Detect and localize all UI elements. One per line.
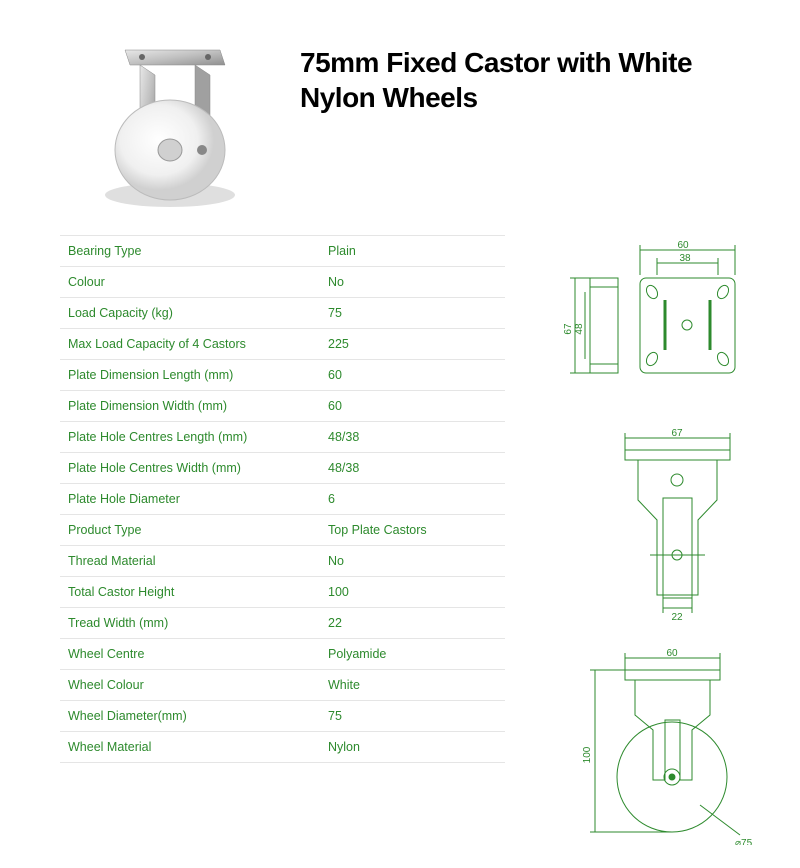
technical-diagrams: 60 38 67 48 — [535, 235, 765, 845]
spec-label: Plate Hole Diameter — [68, 492, 328, 506]
spec-row: Plate Dimension Width (mm)60 — [60, 390, 505, 421]
spec-label: Wheel Diameter(mm) — [68, 709, 328, 723]
spec-label: Colour — [68, 275, 328, 289]
spec-row: Wheel Diameter(mm)75 — [60, 700, 505, 731]
spec-value: 22 — [328, 616, 342, 630]
svg-text:⌀75: ⌀75 — [735, 838, 753, 845]
spec-row: Tread Width (mm)22 — [60, 607, 505, 638]
spec-value: White — [328, 678, 360, 692]
svg-text:67: 67 — [563, 323, 574, 335]
spec-value: Plain — [328, 244, 356, 258]
spec-table: Bearing TypePlainColourNoLoad Capacity (… — [60, 235, 505, 763]
spec-value: 75 — [328, 709, 342, 723]
spec-label: Plate Dimension Length (mm) — [68, 368, 328, 382]
spec-row: Wheel CentrePolyamide — [60, 638, 505, 669]
spec-value: No — [328, 554, 344, 568]
spec-row: Plate Hole Centres Length (mm)48/38 — [60, 421, 505, 452]
spec-value: Nylon — [328, 740, 360, 754]
spec-value: No — [328, 275, 344, 289]
spec-row: ColourNo — [60, 266, 505, 297]
spec-row: Plate Dimension Length (mm)60 — [60, 359, 505, 390]
spec-value: 225 — [328, 337, 349, 351]
product-title: 75mm Fixed Castor with White Nylon Wheel… — [300, 45, 770, 115]
spec-label: Wheel Centre — [68, 647, 328, 661]
spec-label: Thread Material — [68, 554, 328, 568]
spec-label: Plate Hole Centres Width (mm) — [68, 461, 328, 475]
svg-text:48: 48 — [574, 323, 585, 335]
spec-value: 60 — [328, 368, 342, 382]
spec-value: Polyamide — [328, 647, 386, 661]
spec-label: Wheel Material — [68, 740, 328, 754]
svg-text:60: 60 — [677, 240, 689, 251]
spec-value: 6 — [328, 492, 335, 506]
spec-row: Thread MaterialNo — [60, 545, 505, 576]
spec-row: Bearing TypePlain — [60, 235, 505, 266]
svg-text:100: 100 — [582, 746, 593, 763]
spec-label: Max Load Capacity of 4 Castors — [68, 337, 328, 351]
svg-text:67: 67 — [671, 428, 683, 439]
svg-text:38: 38 — [679, 253, 691, 264]
spec-label: Product Type — [68, 523, 328, 537]
spec-row: Wheel ColourWhite — [60, 669, 505, 700]
spec-value: 60 — [328, 399, 342, 413]
spec-label: Total Castor Height — [68, 585, 328, 599]
spec-row: Load Capacity (kg)75 — [60, 297, 505, 328]
spec-label: Tread Width (mm) — [68, 616, 328, 630]
spec-value: 48/38 — [328, 430, 359, 444]
spec-row: Wheel MaterialNylon — [60, 731, 505, 763]
spec-row: Max Load Capacity of 4 Castors225 — [60, 328, 505, 359]
svg-text:22: 22 — [671, 612, 683, 623]
spec-label: Wheel Colour — [68, 678, 328, 692]
spec-row: Plate Hole Diameter6 — [60, 483, 505, 514]
spec-value: 75 — [328, 306, 342, 320]
spec-label: Plate Hole Centres Length (mm) — [68, 430, 328, 444]
spec-label: Bearing Type — [68, 244, 328, 258]
product-image — [70, 20, 270, 220]
spec-label: Plate Dimension Width (mm) — [68, 399, 328, 413]
spec-row: Total Castor Height100 — [60, 576, 505, 607]
spec-value: 100 — [328, 585, 349, 599]
spec-row: Plate Hole Centres Width (mm)48/38 — [60, 452, 505, 483]
spec-label: Load Capacity (kg) — [68, 306, 328, 320]
spec-row: Product TypeTop Plate Castors — [60, 514, 505, 545]
svg-text:60: 60 — [666, 648, 678, 659]
spec-value: Top Plate Castors — [328, 523, 427, 537]
spec-value: 48/38 — [328, 461, 359, 475]
